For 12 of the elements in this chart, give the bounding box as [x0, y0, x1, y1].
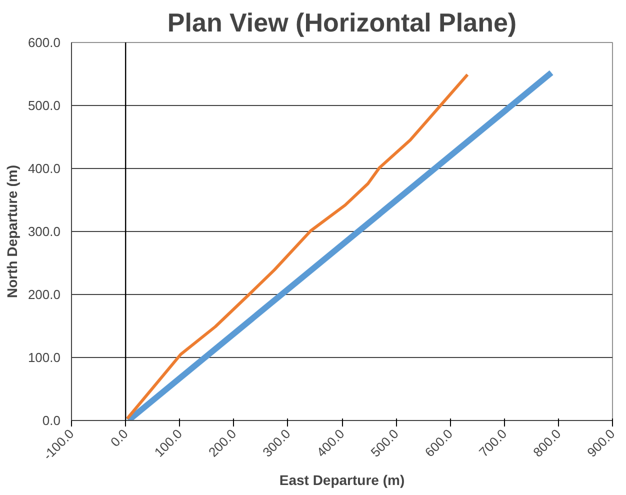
y-axis-title: North Departure (m) — [4, 164, 20, 298]
y-tick-label: 500.0 — [28, 98, 61, 113]
chart-title: Plan View (Horizontal Plane) — [167, 8, 517, 38]
y-tick-label: 0.0 — [42, 413, 61, 428]
y-tick-label: 200.0 — [28, 287, 61, 302]
y-tick-label: 400.0 — [28, 161, 61, 176]
line-series — [126, 73, 470, 420]
x-tick-label: 0.0 — [108, 426, 131, 450]
y-tick-label: 100.0 — [28, 350, 61, 365]
y-tick-label: 600.0 — [28, 35, 61, 50]
y-tick-label: 300.0 — [28, 224, 61, 239]
x-axis-title: East Departure (m) — [279, 472, 405, 488]
